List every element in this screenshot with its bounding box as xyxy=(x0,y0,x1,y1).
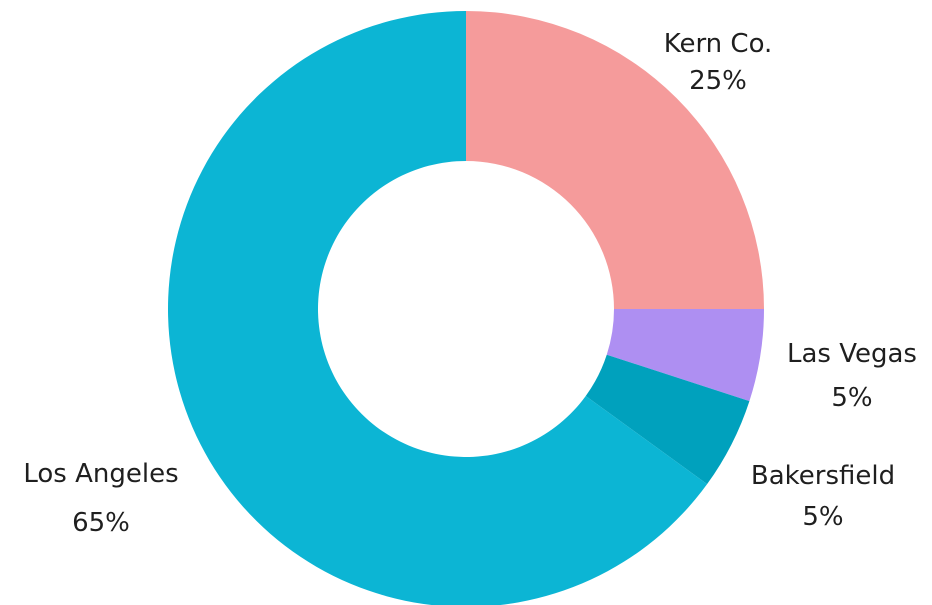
slice-label-bakersfield: Bakersfield xyxy=(751,461,895,491)
slice-bakersfield xyxy=(585,354,750,485)
slice-value-bakersfield: 5% xyxy=(802,502,843,532)
slice-value-kern-co: 25% xyxy=(689,66,747,96)
slice-los-angeles xyxy=(168,11,708,605)
slices-group xyxy=(168,11,764,605)
slice-value-las-vegas: 5% xyxy=(831,383,872,413)
slice-label-los-angeles: Los Angeles xyxy=(23,459,178,489)
slice-value-los-angeles: 65% xyxy=(72,508,130,538)
slice-las-vegas xyxy=(606,309,764,402)
slice-label-las-vegas: Las Vegas xyxy=(787,339,917,369)
slice-kern-co xyxy=(466,11,764,309)
slice-label-kern-co: Kern Co. xyxy=(664,29,773,59)
